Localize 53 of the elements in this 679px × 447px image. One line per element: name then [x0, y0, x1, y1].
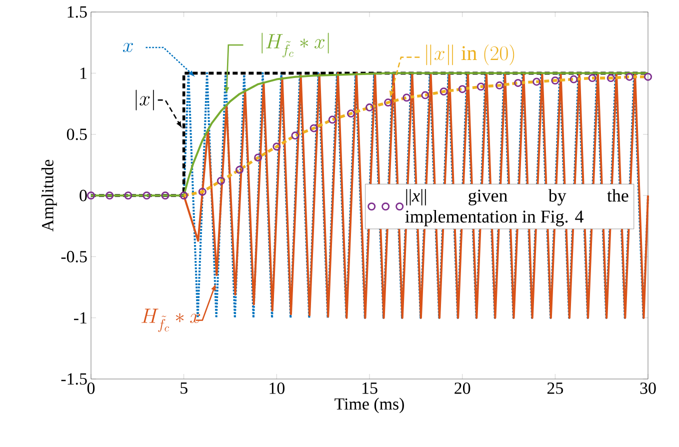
point [106, 192, 114, 200]
point [606, 74, 615, 82]
point [476, 82, 485, 91]
y-tick-label: 0.5 [66, 128, 87, 140]
point [366, 103, 374, 112]
text: $|x|$ [136, 90, 154, 110]
point [625, 72, 634, 81]
x-tick-label: 10 [270, 382, 284, 394]
x-tick-label: 30 [640, 382, 656, 394]
point [588, 74, 596, 82]
x-axis-title: Time (ms) [334, 398, 404, 414]
y-axis-title: Amplitude [41, 160, 57, 232]
x-tick-label: 5 [180, 382, 188, 394]
y-tick-label: 1 [80, 68, 86, 79]
x-tick-label: 0 [87, 382, 95, 394]
point [198, 188, 206, 196]
text: $H_{\tilde{f}_c} \ast x$ [142, 308, 200, 332]
point [495, 81, 504, 90]
point [161, 192, 170, 200]
point [272, 142, 281, 151]
y-tick-label: -0.5 [61, 250, 87, 262]
point [328, 116, 336, 124]
point [180, 192, 188, 200]
point [440, 88, 448, 96]
point [142, 192, 151, 200]
point [216, 176, 225, 185]
point [551, 76, 560, 85]
point [514, 78, 522, 87]
point [644, 72, 652, 81]
point [254, 154, 262, 162]
point [124, 192, 132, 200]
text: $x$ [122, 42, 134, 52]
point [346, 110, 355, 118]
point [291, 132, 300, 140]
series-label: $\|x\|\ \mathrm{in}\ (20)$ [426, 44, 514, 66]
legend-label: ||x|| given by the implementation in Fig. 4 [405, 189, 628, 226]
point [532, 78, 541, 86]
x-tick-label: 20 [454, 382, 470, 394]
point [384, 98, 392, 107]
point [458, 85, 466, 94]
y-tick-label: -1 [74, 312, 86, 324]
point [402, 94, 411, 102]
point [310, 124, 318, 132]
point [87, 192, 95, 200]
point [570, 75, 578, 84]
y-tick-label: -1.5 [61, 373, 87, 385]
x-tick-label: 25 [547, 382, 563, 394]
point [236, 166, 244, 174]
y-tick-label: 1.5 [68, 6, 87, 18]
x-tick-label: 15 [362, 382, 378, 394]
series-label: $|H_{\tilde{f}_c} \ast x|$ [262, 32, 329, 58]
y-tick-label: 0 [80, 190, 87, 202]
point [421, 91, 430, 100]
